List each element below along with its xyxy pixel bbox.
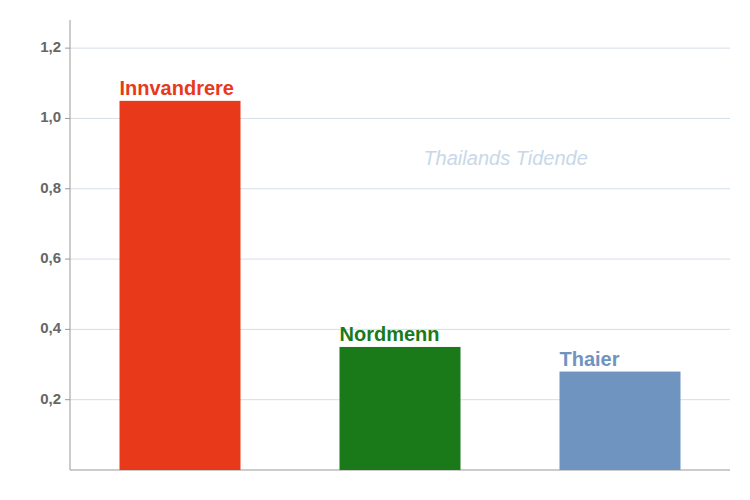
y-tick-label: 1,0 [40, 108, 61, 125]
bars [120, 101, 681, 470]
y-tick [65, 399, 70, 400]
y-tick [65, 259, 70, 260]
category-label: Nordmenn [340, 323, 440, 345]
y-tick [65, 118, 70, 119]
y-tick [65, 188, 70, 189]
category-label: Thaier [560, 348, 620, 370]
y-tick [65, 48, 70, 49]
watermark: Thailands Tidende [423, 147, 587, 169]
y-tick-label: 1,2 [40, 38, 61, 55]
bar [560, 372, 681, 470]
chart-container: 0,2 0,4 0,6 0,8 1,0 1,2 Thailands Tidende Innva… [0, 0, 750, 500]
y-tick-label: 0,4 [40, 319, 62, 336]
y-tick [65, 329, 70, 330]
y-tick-label: 0,2 [40, 390, 61, 407]
grid-line [70, 48, 730, 49]
bar [340, 347, 461, 470]
y-tick-label: 0,8 [40, 179, 61, 196]
bar [120, 101, 241, 470]
category-label: Innvandrere [120, 77, 234, 99]
y-tick-label: 0,6 [40, 249, 61, 266]
y-axis-line [70, 20, 71, 470]
chart-svg: 0,2 0,4 0,6 0,8 1,0 1,2 Thailands Tidende Innva… [0, 0, 750, 500]
